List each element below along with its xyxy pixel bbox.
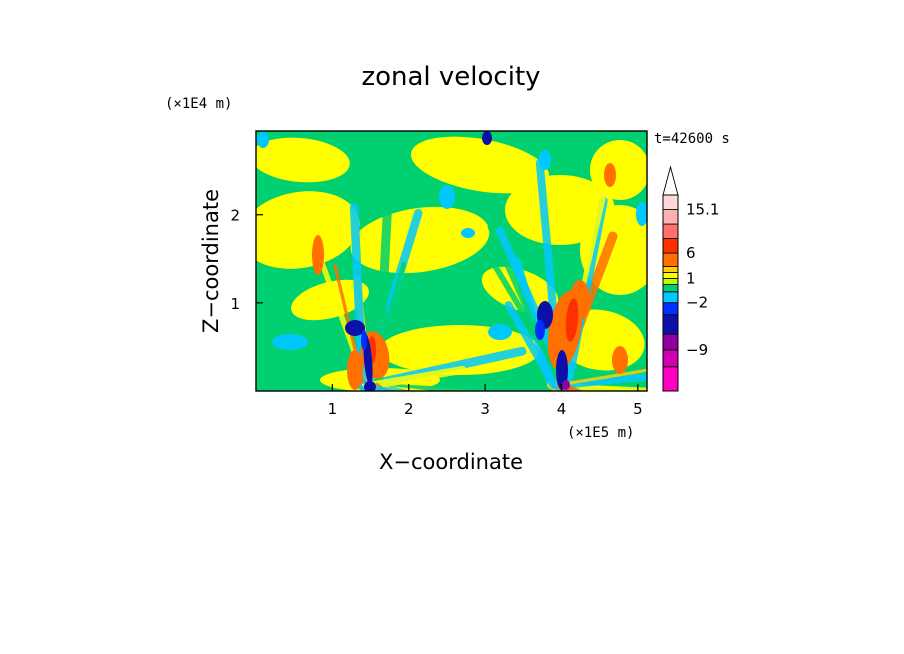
x-tick-label: 5 — [633, 400, 643, 418]
plot-frame — [255, 130, 648, 392]
colorbar-segment — [662, 333, 679, 351]
colorbar-label: 6 — [686, 244, 696, 262]
contour-patch — [364, 381, 376, 391]
contour-patch — [256, 191, 360, 269]
chart-title: zonal velocity — [361, 62, 540, 92]
contour-streak — [370, 365, 467, 389]
x-tick-label: 3 — [480, 400, 490, 418]
plot-area — [256, 131, 647, 391]
x-axis-label: X−coordinate — [379, 450, 523, 474]
contour-patch — [482, 131, 492, 145]
colorbar-segment — [662, 349, 679, 368]
contour-patch — [565, 298, 579, 342]
x-tick-label: 2 — [404, 400, 414, 418]
colorbar-arrow — [662, 165, 679, 196]
y-axis: 12 — [230, 207, 263, 313]
colorbar-segment — [662, 252, 679, 267]
colorbar-segment — [662, 291, 679, 304]
contour-streak — [504, 301, 558, 389]
colorbar-segment — [662, 272, 679, 279]
contour-field — [256, 131, 647, 391]
y-axis-unit: (×1E4 m) — [165, 96, 232, 112]
contour-patch — [256, 137, 350, 183]
contour-patch — [272, 334, 308, 350]
contour-patch — [461, 228, 475, 238]
contour-patch — [604, 163, 616, 187]
contour-patch — [636, 202, 647, 226]
contour-patch — [410, 136, 550, 194]
y-tick-label: 2 — [230, 207, 240, 225]
contour-patch — [539, 150, 551, 170]
colorbar-label: −2 — [686, 294, 708, 312]
colorbar-segment — [662, 314, 679, 335]
contour-streak — [546, 381, 567, 391]
colorbar: 15.1 6 1 −2 −9 — [662, 165, 719, 392]
colorbar-frame — [662, 194, 679, 392]
colorbar-segment — [662, 223, 679, 239]
contour-streak — [564, 373, 647, 389]
x-tick-label: 1 — [328, 400, 338, 418]
colorbar-segment — [662, 238, 679, 254]
colorbar-segment — [662, 278, 679, 285]
x-axis: 1 2 3 4 5 — [328, 384, 643, 418]
contour-patch — [257, 132, 269, 148]
contour-patch — [361, 330, 367, 350]
contour-streak — [556, 368, 647, 387]
y-axis-label: Z−coordinate — [199, 189, 223, 333]
colorbar-segment — [662, 194, 679, 210]
contour-patch — [312, 235, 324, 275]
contour-patch — [535, 320, 545, 340]
contour-patch — [291, 279, 369, 321]
colorbar-segment — [662, 265, 679, 273]
contour-patch — [488, 324, 512, 340]
y-tick-label: 1 — [230, 295, 240, 313]
x-axis-unit: (×1E5 m) — [567, 425, 634, 441]
contour-patch — [347, 350, 363, 390]
x-tick-label: 4 — [557, 400, 567, 418]
contour-patch — [562, 380, 570, 390]
contour-streak — [358, 382, 403, 391]
colorbar-label: −9 — [686, 341, 708, 359]
colorbar-label: 15.1 — [686, 201, 719, 219]
colorbar-segment — [662, 302, 679, 316]
colorbar-segment — [662, 366, 679, 392]
contour-patch — [612, 346, 628, 374]
contour-patch — [439, 185, 455, 209]
contour-patch — [590, 140, 647, 200]
colorbar-segment — [662, 284, 679, 293]
time-label: t=42600 s — [654, 131, 730, 147]
colorbar-segment — [662, 209, 679, 225]
contour-patch — [556, 350, 568, 390]
colorbar-label: 1 — [686, 269, 696, 287]
contour-streak — [550, 381, 582, 391]
contour-patch — [345, 320, 365, 336]
